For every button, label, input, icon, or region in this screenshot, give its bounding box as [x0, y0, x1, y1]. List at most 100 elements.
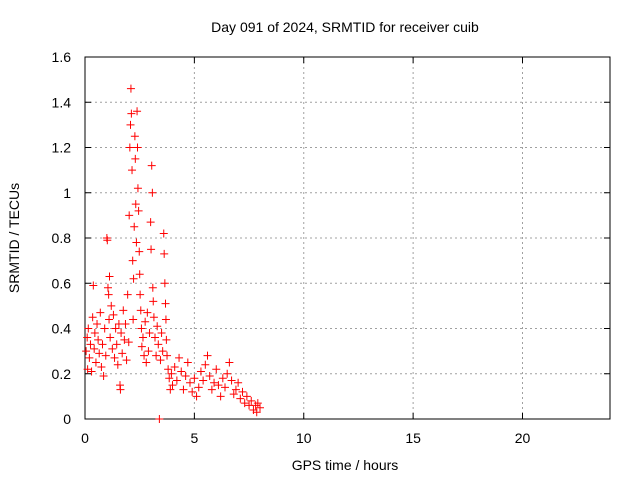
y-tick-label: 1	[63, 185, 71, 201]
data-point	[107, 301, 116, 310]
data-point	[190, 374, 199, 383]
data-point	[128, 256, 137, 265]
data-point	[135, 270, 144, 279]
data-point	[160, 279, 169, 288]
data-point	[118, 349, 127, 358]
data-point	[188, 387, 197, 396]
x-axis-label: GPS time / hours	[292, 457, 399, 473]
data-point	[99, 372, 108, 381]
data-point	[125, 143, 134, 152]
data-point	[126, 120, 135, 129]
x-tick-label: 10	[296, 430, 312, 446]
data-point	[101, 351, 110, 360]
data-point	[251, 401, 260, 410]
data-point	[149, 313, 158, 322]
data-point	[247, 396, 256, 405]
data-point	[205, 372, 214, 381]
data-point	[130, 222, 139, 231]
y-tick-label: 0.2	[52, 366, 72, 382]
data-point	[210, 378, 219, 387]
x-tick-label: 0	[81, 430, 89, 446]
data-point	[133, 184, 142, 193]
data-point	[252, 408, 261, 417]
data-point	[172, 376, 181, 385]
data-point	[96, 308, 105, 317]
data-point	[170, 362, 179, 371]
data-point	[103, 283, 112, 292]
data-point	[154, 340, 163, 349]
data-point	[84, 324, 93, 333]
data-point	[142, 358, 151, 367]
data-point	[164, 365, 173, 374]
data-point	[124, 338, 133, 347]
data-point	[148, 188, 157, 197]
data-point	[111, 324, 120, 333]
grid-lines	[85, 57, 610, 419]
data-point	[105, 272, 114, 281]
data-point	[149, 297, 158, 306]
data-point	[136, 306, 145, 315]
data-point	[120, 335, 129, 344]
data-point	[140, 351, 149, 360]
chart-title: Day 091 of 2024, SRMTID for receiver cui…	[211, 19, 479, 35]
data-point	[167, 369, 176, 378]
data-point	[155, 415, 164, 423]
data-point	[199, 376, 208, 385]
data-point	[256, 403, 264, 412]
data-point	[166, 385, 175, 394]
data-point	[223, 369, 232, 378]
data-point	[94, 335, 103, 344]
data-point	[175, 353, 184, 362]
data-point	[181, 372, 190, 381]
data-point	[159, 229, 168, 238]
data-point	[126, 84, 135, 93]
data-point	[98, 340, 107, 349]
y-tick-label: 0	[63, 411, 71, 427]
data-point	[162, 335, 171, 344]
y-tick-label: 1.6	[52, 49, 72, 65]
data-point	[143, 308, 152, 317]
data-point	[203, 351, 212, 360]
data-point	[91, 358, 100, 367]
data-point	[137, 324, 146, 333]
data-point	[236, 394, 245, 403]
data-point	[108, 344, 117, 353]
data-point	[123, 290, 132, 299]
data-point	[116, 385, 125, 394]
data-point	[151, 333, 159, 342]
axis-ticks: 0 5 10 15 20 0 0.2 0.4 0.6 0.8 1 1.2 1.4 1.6	[52, 49, 610, 446]
data-point	[128, 166, 137, 175]
data-point	[216, 392, 225, 401]
data-point	[137, 342, 146, 351]
data-point	[148, 283, 157, 292]
data-point	[231, 385, 240, 394]
data-point	[201, 360, 210, 369]
data-point	[253, 399, 262, 408]
data-point	[133, 107, 142, 116]
y-axis-label: SRMTID / TECUs	[6, 183, 22, 293]
data-points	[82, 84, 264, 423]
data-point	[104, 290, 113, 299]
data-point	[90, 344, 99, 353]
data-point	[144, 347, 153, 356]
y-tick-label: 0.4	[52, 321, 72, 337]
data-point	[186, 378, 194, 387]
data-point	[192, 392, 201, 401]
data-point	[177, 367, 186, 376]
data-point	[86, 340, 95, 349]
data-point	[146, 218, 155, 227]
y-tick-label: 1.2	[52, 140, 72, 156]
data-point	[93, 319, 102, 328]
data-point	[196, 367, 205, 376]
data-point	[238, 387, 247, 396]
data-point	[194, 383, 203, 392]
data-point	[214, 381, 223, 390]
data-point	[134, 206, 143, 215]
data-point	[95, 349, 104, 358]
data-point	[221, 383, 229, 392]
data-point	[90, 329, 99, 338]
x-tick-label: 5	[190, 430, 198, 446]
data-point	[100, 324, 109, 333]
data-point	[145, 329, 154, 338]
data-point	[161, 299, 170, 308]
